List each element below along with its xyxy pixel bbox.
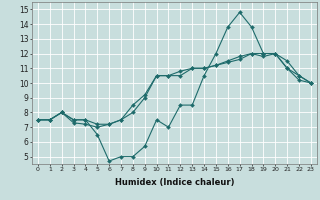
X-axis label: Humidex (Indice chaleur): Humidex (Indice chaleur) xyxy=(115,178,234,187)
